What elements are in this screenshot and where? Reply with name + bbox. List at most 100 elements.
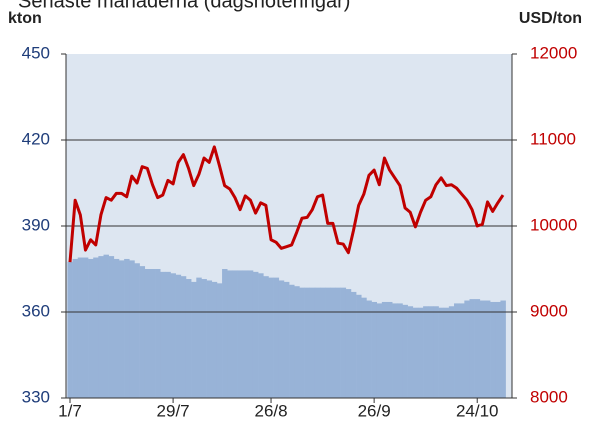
bar [443,307,450,398]
bar [88,258,94,398]
bar [216,283,223,398]
bar [98,256,104,398]
bar [376,303,383,398]
bar [227,270,233,398]
bar [185,279,192,398]
bar [258,273,264,398]
bar [407,306,414,398]
bar [237,270,243,398]
bar [283,281,290,398]
x-tick-label: 24/10 [456,401,499,420]
bar [448,306,455,398]
bar [242,270,249,398]
y-tick-label: 360 [22,301,50,320]
bar [196,277,202,398]
bar [170,273,176,398]
bar [490,301,496,398]
bar [417,307,424,398]
x-tick-label: 26/8 [254,401,287,420]
bar [160,271,166,398]
bar [356,294,362,398]
bar [294,286,300,398]
x-tick-label: 26/9 [358,401,391,420]
line [68,145,505,263]
bar [129,260,135,398]
bar [361,297,367,398]
bar [222,269,228,398]
bar [93,257,99,398]
y2-tick-label: 8000 [530,387,568,406]
y2-tick-label: 10000 [530,215,577,234]
bar [180,276,187,398]
bar [67,261,73,398]
y2-tick-label: 9000 [530,301,568,320]
bar [314,287,321,398]
bar [495,301,501,398]
bar [211,281,218,398]
bar [464,300,470,398]
y-tick-label: 330 [22,387,50,406]
bar [124,258,130,398]
bar [366,300,372,398]
bar [232,270,238,398]
bar [268,277,274,398]
bar [500,300,506,398]
bar [299,287,305,398]
bar [278,280,285,398]
bar [273,277,280,398]
y-axis-label: kton [8,10,42,27]
bar [108,256,115,398]
y2-axis-label: USD/ton [519,10,582,27]
bar [134,263,140,398]
bar [350,291,357,398]
bar [479,300,486,398]
bar [72,258,79,398]
bar [387,301,393,398]
bar [113,258,120,398]
bar [428,306,434,398]
bar [118,260,125,398]
bar [144,269,151,398]
bar [247,270,254,398]
bar [325,287,331,398]
x-tick-label: 29/7 [157,401,190,420]
bar [289,284,295,398]
bar [412,307,419,398]
bar [433,306,439,398]
y2-tick-label: 12000 [530,43,577,62]
bar [423,306,429,398]
bar [335,287,341,398]
bar [340,287,347,398]
bar [484,300,491,398]
y-tick-label: 450 [22,43,50,62]
bar [392,303,398,398]
chart-title: Senaste månaderna (dagsnoteringar) [18,0,350,12]
bar [165,271,171,398]
bar [149,269,156,398]
bar [206,280,213,398]
bar [263,276,269,398]
bar [191,281,197,398]
bar [469,299,475,398]
bar [304,287,310,398]
y2-tick-label: 11000 [530,129,576,148]
bar [454,303,460,398]
bar [345,289,352,398]
bar [402,304,408,398]
x-tick-label: 1/7 [58,401,82,420]
bar [201,279,207,398]
bar [139,266,146,398]
bar [397,303,403,398]
bar [438,307,445,398]
bar [371,301,378,398]
bar [459,303,465,398]
bar [77,257,84,398]
bar [155,269,161,398]
bar [320,287,326,398]
bar [330,287,336,398]
bar [474,299,481,398]
bar [381,301,388,398]
bar [309,287,316,398]
y-tick-label: 420 [22,129,50,148]
